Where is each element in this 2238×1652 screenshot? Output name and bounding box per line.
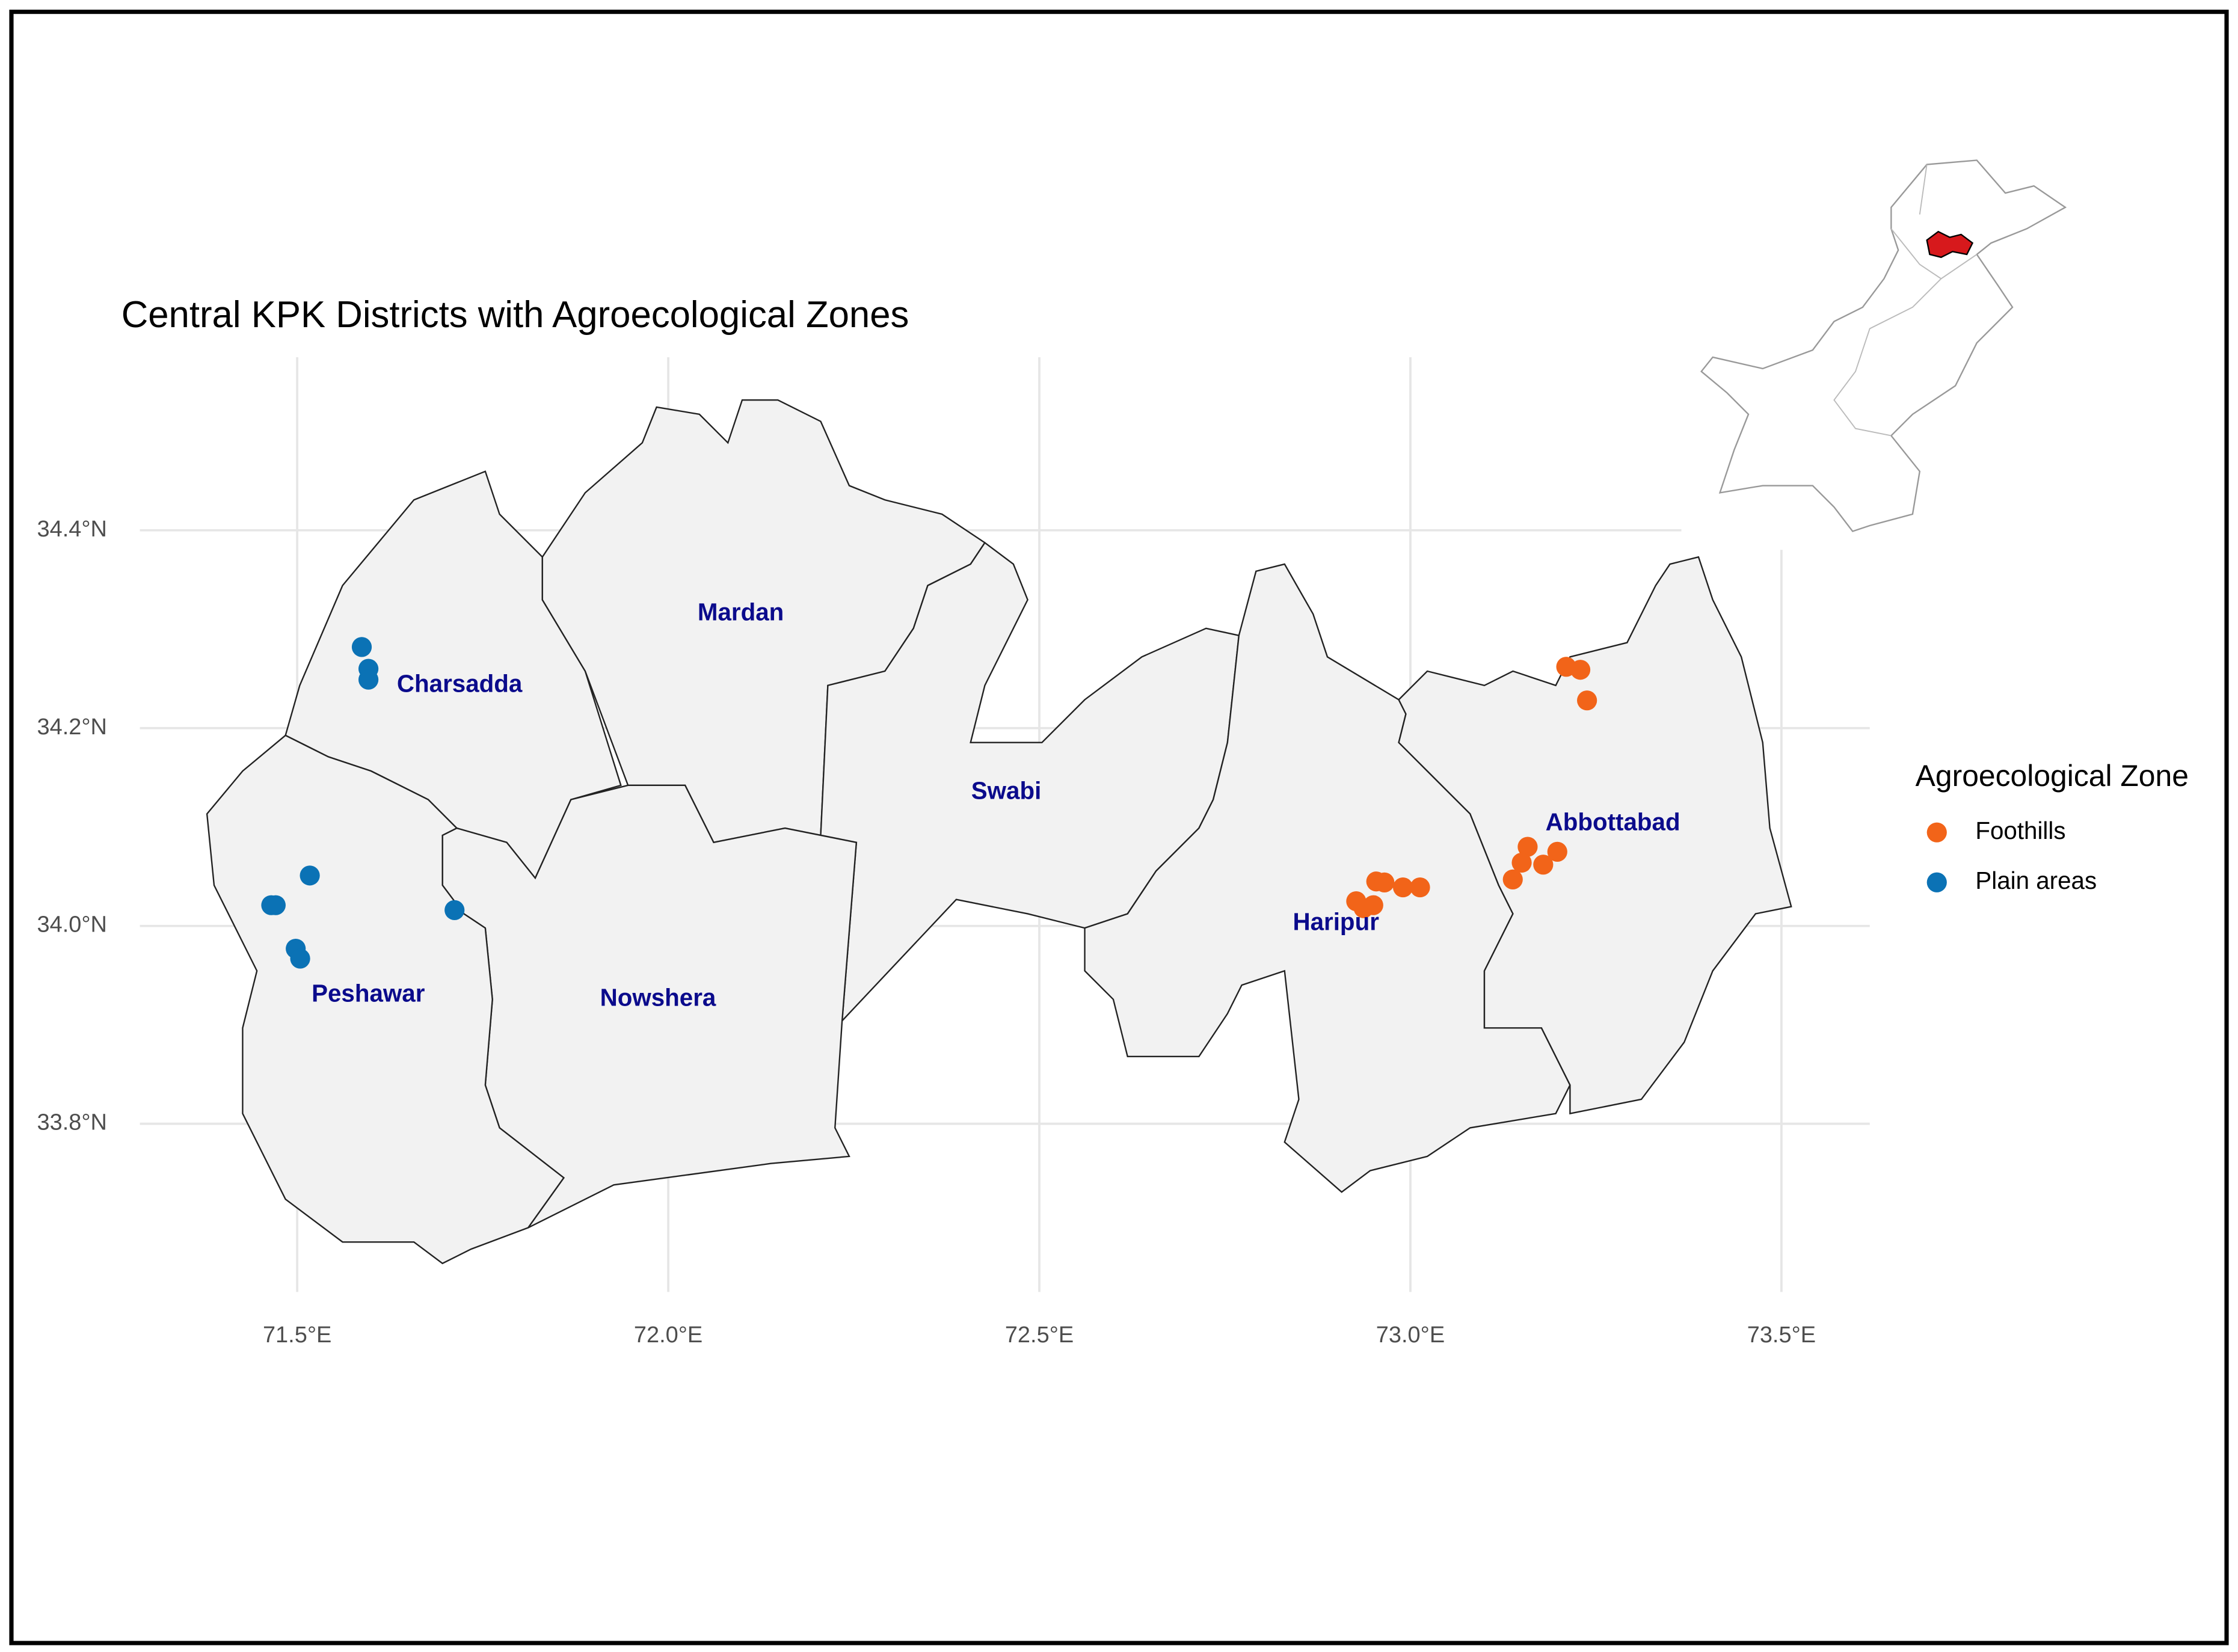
district-abbottabad [1398,556,1792,1115]
sample-point [358,669,379,690]
sample-point [1517,837,1538,857]
sample-point [1511,852,1532,873]
district-label: Mardan [698,598,784,626]
district-label: Haripur [1293,908,1379,936]
legend-swatch [1926,822,1947,843]
legend-label: Foothills [1975,817,2065,844]
sample-point [1570,660,1591,680]
y-tick-label: 34.0°N [37,912,107,938]
legend-title: Agroecological Zone [1916,759,2189,793]
districts [206,399,1792,1265]
sample-point [1547,841,1567,862]
sample-point [1393,877,1413,898]
x-tick-label: 72.5°E [1005,1322,1074,1348]
plot [261,637,1597,969]
chart-title: Central KPK Districts with Agroecologica… [121,294,909,336]
frame [9,10,2229,1645]
legend-swatch [1926,872,1947,892]
sample-point [300,865,320,886]
inset-map [1681,143,2084,550]
x-tick-label: 71.5°E [263,1322,331,1348]
sample-point [1410,877,1430,898]
sample-point [444,900,465,921]
sample-point [351,637,372,657]
x-tick-label: 73.5°E [1747,1322,1816,1348]
sample-point [265,895,286,915]
district-label: Nowshera [600,983,716,1011]
district-peshawar [206,734,565,1265]
district-label: Peshawar [312,979,425,1007]
inset-country-outline [1700,159,2067,532]
sample-point [1533,855,1554,875]
y-tick-label: 33.8°N [37,1110,107,1135]
sample-point [290,948,310,969]
district-label: Swabi [971,776,1042,804]
x-tick-label: 73.0°E [1376,1322,1445,1348]
district-label: Abbottabad [1546,808,1680,836]
district-swabi [820,541,1240,1023]
y-tick-label: 34.2°N [37,714,107,740]
sample-point [1374,872,1395,892]
inset-province-lines [1833,164,1978,437]
inset-study-area [1926,230,1974,259]
y-tick-label: 34.4°N [37,517,107,542]
legend-label: Plain areas [1975,867,2097,894]
sample-point [1502,869,1523,890]
sample-point [1577,690,1597,711]
x-tick-label: 72.0°E [634,1322,702,1348]
sample-point [1353,898,1374,918]
district-label: Charsadda [397,669,523,697]
